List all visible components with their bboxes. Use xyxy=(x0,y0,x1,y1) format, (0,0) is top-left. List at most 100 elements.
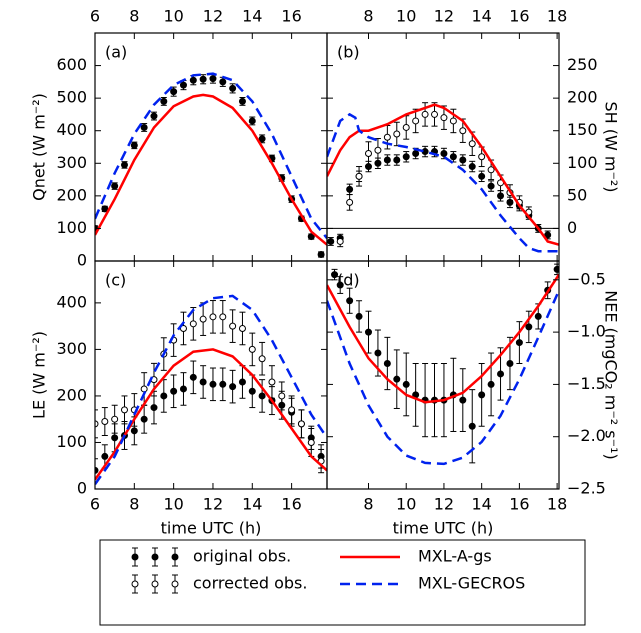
obs-marker xyxy=(120,161,128,169)
obs-marker xyxy=(440,114,448,122)
obs-marker xyxy=(258,135,266,143)
y-tick-label: 400 xyxy=(56,120,87,139)
obs-marker xyxy=(364,328,372,336)
legend-entry: corrected obs. xyxy=(131,574,307,594)
legend-label: original obs. xyxy=(193,547,291,566)
plot-area xyxy=(95,294,327,486)
model-line xyxy=(327,112,559,253)
obs-marker xyxy=(487,182,495,190)
x-tick-label: 14 xyxy=(242,7,262,26)
obs-marker xyxy=(150,404,158,412)
y-tick-label: −2.0 xyxy=(567,426,606,445)
y-tick-label: 150 xyxy=(567,120,598,139)
obs-marker xyxy=(346,185,354,193)
panel-frame xyxy=(94,260,328,490)
x-axis-label: time UTC (h) xyxy=(161,519,262,538)
legend-entry: MXL-A-gs xyxy=(340,547,492,566)
obs-marker xyxy=(544,231,552,239)
obs-marker xyxy=(317,250,325,258)
x-tick-label: 18 xyxy=(547,495,567,514)
legend-marker xyxy=(131,580,139,588)
plot-area xyxy=(95,72,327,258)
obs-marker xyxy=(140,415,148,423)
obs-marker xyxy=(506,359,514,367)
obs-marker xyxy=(101,452,109,460)
obs-marker xyxy=(402,123,410,131)
x-tick-label: 16 xyxy=(509,495,529,514)
obs-marker xyxy=(468,163,476,171)
obs-marker xyxy=(421,110,429,118)
obs-marker xyxy=(229,84,237,92)
x-tick-label: 6 xyxy=(90,495,100,514)
obs-marker xyxy=(209,75,217,83)
x-tick-label: 10 xyxy=(163,7,183,26)
panel-label: (c) xyxy=(105,271,126,290)
model-line xyxy=(95,294,327,486)
obs-marker xyxy=(525,323,533,331)
obs-marker xyxy=(219,313,227,321)
obs-marker xyxy=(248,117,256,125)
y-tick-label: 0 xyxy=(77,251,87,270)
y-tick-label: 500 xyxy=(56,88,87,107)
y-tick-label: 200 xyxy=(56,385,87,404)
obs-marker xyxy=(327,237,335,245)
model-line xyxy=(327,289,559,466)
x-tick-label: 16 xyxy=(281,495,301,514)
y-tick-label: 200 xyxy=(567,88,598,107)
model-line xyxy=(327,103,559,246)
obs-marker xyxy=(258,392,266,400)
y-tick-label: 0 xyxy=(77,479,87,498)
obs-marker xyxy=(130,141,138,149)
obs-marker xyxy=(497,192,505,200)
obs-marker xyxy=(219,78,227,86)
obs-marker xyxy=(383,359,391,367)
x-tick-label: 8 xyxy=(129,7,139,26)
obs-marker xyxy=(355,312,363,320)
obs-marker xyxy=(459,127,467,135)
x-tick-label: 12 xyxy=(203,495,223,514)
obs-marker xyxy=(393,130,401,138)
obs-marker xyxy=(297,420,305,428)
obs-marker xyxy=(383,133,391,141)
legend-label: MXL-GECROS xyxy=(418,574,525,593)
legend-marker xyxy=(151,580,159,588)
obs-marker xyxy=(268,378,276,386)
obs-marker xyxy=(336,237,344,245)
obs-marker xyxy=(307,438,315,446)
obs-marker xyxy=(374,349,382,357)
obs-marker xyxy=(515,339,523,347)
y-axis-label: SH (W m⁻²) xyxy=(602,101,621,192)
y-tick-label: 400 xyxy=(56,292,87,311)
y-tick-label: 100 xyxy=(56,432,87,451)
x-tick-label: 16 xyxy=(509,7,529,26)
obs-marker xyxy=(336,281,344,289)
panel-label: (b) xyxy=(337,43,360,62)
obs-marker xyxy=(111,415,119,423)
panel-label: (a) xyxy=(105,43,127,62)
plot-area xyxy=(327,102,559,253)
obs-marker xyxy=(258,355,266,363)
x-tick-label: 8 xyxy=(129,495,139,514)
y-tick-label: −0.5 xyxy=(567,269,606,288)
obs-marker xyxy=(248,345,256,353)
legend-entry: MXL-GECROS xyxy=(340,574,525,593)
legend-marker xyxy=(171,553,179,561)
obs-marker xyxy=(95,420,99,428)
x-axis-label: time UTC (h) xyxy=(393,519,494,538)
obs-marker xyxy=(170,387,178,395)
model-line xyxy=(327,273,559,404)
obs-marker xyxy=(478,153,486,161)
y-axis-label: LE (W m⁻²) xyxy=(30,331,49,419)
x-tick-label: 10 xyxy=(163,495,183,514)
obs-marker xyxy=(150,112,158,120)
obs-marker xyxy=(209,380,217,388)
obs-marker xyxy=(189,373,197,381)
x-tick-label: 12 xyxy=(434,7,454,26)
y-tick-label: 200 xyxy=(56,185,87,204)
legend-box xyxy=(99,539,586,626)
x-tick-label: 10 xyxy=(396,7,416,26)
plot-area xyxy=(327,263,559,466)
x-tick-label: 14 xyxy=(471,495,491,514)
legend-label: corrected obs. xyxy=(193,574,307,593)
